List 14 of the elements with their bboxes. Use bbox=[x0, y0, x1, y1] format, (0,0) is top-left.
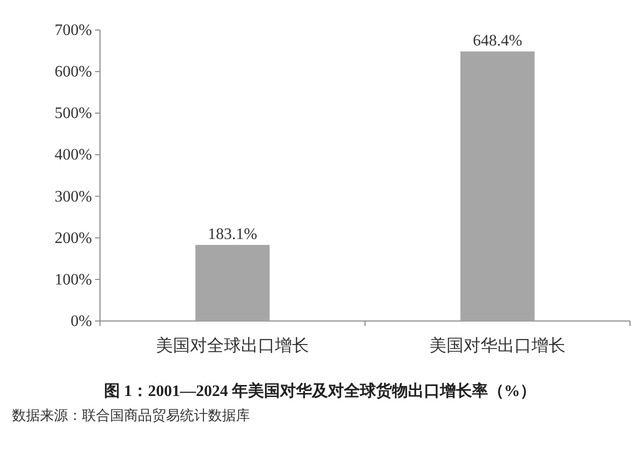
x-tick-label: 美国对全球出口增长 bbox=[156, 336, 309, 355]
y-tick-label: 300% bbox=[54, 188, 92, 206]
y-tick-label: 700% bbox=[54, 22, 92, 39]
source-note: 数据来源：联合国商品贸易统计数据库 bbox=[12, 408, 250, 424]
y-tick-label: 600% bbox=[54, 64, 92, 81]
y-tick-label: 200% bbox=[54, 230, 92, 247]
data-label: 648.4% bbox=[472, 32, 522, 50]
y-tick-label: 100% bbox=[54, 271, 92, 288]
x-tick-label: 美国对华出口增长 bbox=[430, 336, 566, 355]
text: 图 1：2001—2024 年美国对华及对全球货物出口增长率（%） bbox=[104, 381, 536, 400]
y-tick-label: 500% bbox=[54, 105, 92, 122]
y-tick-label: 400% bbox=[54, 146, 92, 164]
data-label: 183.1% bbox=[208, 226, 258, 243]
y-tick-label: 0% bbox=[70, 313, 92, 330]
